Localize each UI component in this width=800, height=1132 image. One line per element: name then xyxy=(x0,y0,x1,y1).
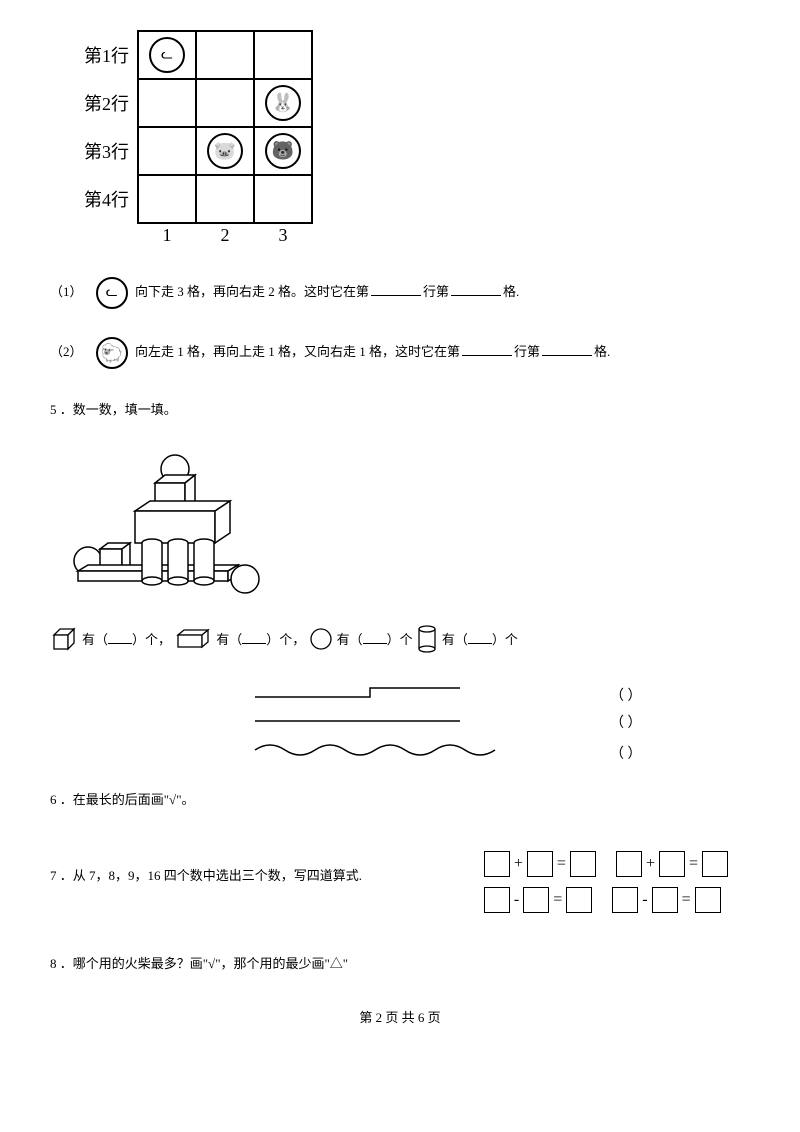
eq-box xyxy=(527,851,553,877)
paren-1: （ ） xyxy=(610,685,642,705)
eq-box xyxy=(484,851,510,877)
equation-row-1: += += xyxy=(482,851,730,877)
position-grid: 第1行 第2行 第3行 第4行 xyxy=(80,30,313,247)
q2-text-c: 格. xyxy=(594,344,610,359)
cylinder-icon xyxy=(416,624,438,658)
sphere-icon xyxy=(309,627,333,655)
shape-count-line: 有（）个， 有（）个， 有（）个 有（）个 xyxy=(50,624,750,658)
cuboid-icon xyxy=(174,627,212,655)
eq-box xyxy=(570,851,596,877)
blank xyxy=(462,342,512,356)
sheep-icon-inline xyxy=(96,337,128,369)
shapes-figure xyxy=(60,451,750,606)
eq-box xyxy=(616,851,642,877)
blank xyxy=(542,342,592,356)
paren-2: （ ） xyxy=(610,712,642,732)
q1-text-c: 格. xyxy=(503,284,519,299)
pig-icon xyxy=(207,133,243,169)
q1-text-a: 向下走 3 格，再向右走 2 格。这时它在第 xyxy=(135,284,369,299)
col-label-2: 2 xyxy=(196,223,254,247)
row-label-3: 第3行 xyxy=(80,127,138,175)
line-straight xyxy=(250,716,470,726)
q2-text-b: 行第 xyxy=(514,344,540,359)
question-8-label: 8 ．哪个用的火柴最多？画"√"，那个用的最少画"△" xyxy=(50,951,750,977)
page-footer: 第 2 页 共 6 页 xyxy=(50,1007,750,1026)
eq-box xyxy=(484,887,510,913)
question-2: （2） 向左走 1 格，再向上走 1 格，又向右走 1 格，这时它在第 行第 格. xyxy=(50,337,750,369)
question-5-label: 5 ．数一数，填一填。 xyxy=(50,397,750,423)
line-wavy xyxy=(250,738,510,762)
eq-box xyxy=(612,887,638,913)
col-label-1: 1 xyxy=(138,223,196,247)
q2-number: （2） xyxy=(50,344,83,359)
blank xyxy=(451,282,501,296)
row-label-4: 第4行 xyxy=(80,175,138,223)
cube-icon xyxy=(50,625,78,657)
equations-block: += += -= -= xyxy=(482,841,730,923)
row-label-1: 第1行 xyxy=(80,31,138,79)
question-1: （1） 向下走 3 格，再向右走 2 格。这时它在第 行第 格. xyxy=(50,277,750,309)
q2-text-a: 向左走 1 格，再向上走 1 格，又向右走 1 格，这时它在第 xyxy=(135,344,460,359)
cat-icon-inline xyxy=(96,277,128,309)
blank xyxy=(371,282,421,296)
lines-compare: （ ） （ ） （ ） xyxy=(50,683,750,767)
eq-box xyxy=(652,887,678,913)
question-6-label: 6 ．在最长的后面画"√"。 xyxy=(50,787,750,813)
equation-row-2: -= -= xyxy=(482,887,730,913)
col-label-3: 3 xyxy=(254,223,312,247)
eq-box xyxy=(523,887,549,913)
blank xyxy=(468,632,492,644)
eq-box xyxy=(702,851,728,877)
q1-number: （1） xyxy=(50,284,83,299)
blank xyxy=(108,632,132,644)
eq-box xyxy=(566,887,592,913)
eq-box xyxy=(659,851,685,877)
cat-icon xyxy=(149,37,185,73)
line-stepped xyxy=(250,683,470,701)
paren-3: （ ） xyxy=(610,743,642,763)
grid-figure: 第1行 第2行 第3行 第4行 xyxy=(80,30,750,247)
row-label-2: 第2行 xyxy=(80,79,138,127)
rabbit-icon xyxy=(265,85,301,121)
blank xyxy=(242,632,266,644)
bear-icon xyxy=(265,133,301,169)
blank xyxy=(363,632,387,644)
q1-text-b: 行第 xyxy=(423,284,449,299)
blocks-illustration xyxy=(60,451,280,601)
eq-box xyxy=(695,887,721,913)
